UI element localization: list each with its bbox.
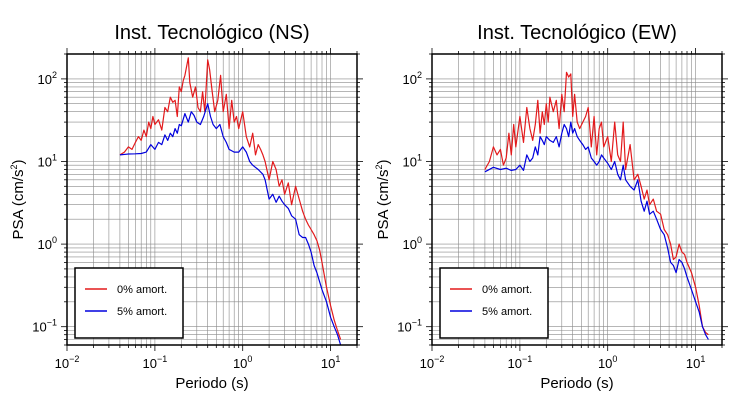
legend-label: 5% amort. (482, 306, 532, 318)
tick-exponent: −1 (412, 318, 422, 328)
y-tick-label: 102 (38, 70, 57, 87)
y-label-main: PSA (cm/s (375, 170, 392, 240)
series-line-red (119, 57, 342, 340)
y-tick-label: 100 (38, 235, 57, 252)
tick-base: 10 (32, 320, 46, 335)
series-line-red (484, 71, 709, 336)
tick-exponent: −2 (434, 354, 444, 364)
tick-exponent: 1 (335, 354, 340, 364)
tick-exponent: −1 (157, 354, 167, 364)
series-line-blue (484, 121, 709, 340)
tick-base: 10 (508, 356, 522, 371)
tick-exponent: 1 (700, 354, 705, 364)
plot-frame (66, 53, 358, 346)
chart-panel-2: Inst. Tecnológico (EW)10−2 10−1 100 10110−1… (374, 22, 728, 392)
tick-base: 10 (38, 237, 52, 252)
x-tick-label: 100 (598, 354, 617, 371)
x-tick-label: 10−1 (143, 354, 168, 371)
legend-label: 5% amort. (117, 306, 167, 318)
y-tick-label: 10−1 (397, 318, 422, 335)
tick-base: 10 (38, 155, 52, 170)
y-label-end: ) (375, 159, 392, 164)
tick-exponent: 0 (417, 235, 422, 245)
y-axis-label: PSA (cm/s2) (9, 159, 27, 239)
x-tick-label: 101 (686, 354, 705, 371)
tick-base: 10 (321, 356, 335, 371)
y-tick-label: 101 (38, 153, 57, 170)
tick-exponent: 2 (52, 70, 57, 80)
legend-label: 0% amort. (482, 284, 532, 296)
tick-base: 10 (143, 356, 157, 371)
tick-base: 10 (403, 72, 417, 87)
tick-exponent: 0 (612, 354, 617, 364)
tick-exponent: −1 (47, 318, 57, 328)
chart-title: Inst. Tecnológico (EW) (477, 22, 677, 44)
tick-base: 10 (397, 320, 411, 335)
tick-exponent: 1 (417, 153, 422, 163)
tick-base: 10 (55, 356, 69, 371)
x-axis-label: Periodo (s) (540, 375, 613, 392)
tick-exponent: 0 (247, 354, 252, 364)
tick-exponent: 2 (417, 70, 422, 80)
legend: 0% amort. 5% amort. (74, 267, 184, 339)
tick-base: 10 (420, 356, 434, 371)
tick-exponent: 0 (52, 235, 57, 245)
tick-exponent: 1 (52, 153, 57, 163)
chart-panel-1: Inst. Tecnológico (NS)10−2 10−1 100 10110−1… (9, 22, 363, 392)
y-label-main: PSA (cm/s (10, 170, 27, 240)
y-label-superscript: 2 (374, 164, 384, 169)
tick-base: 10 (403, 237, 417, 252)
y-label-superscript: 2 (9, 164, 19, 169)
y-tick-label: 10−1 (32, 318, 57, 335)
tick-exponent: −2 (69, 354, 79, 364)
x-tick-label: 10−2 (420, 354, 445, 371)
y-tick-label: 100 (403, 235, 422, 252)
y-tick-label: 102 (403, 70, 422, 87)
legend-box (439, 267, 549, 339)
x-axis-label: Periodo (s) (175, 375, 248, 392)
tick-base: 10 (598, 356, 612, 371)
legend: 0% amort. 5% amort. (439, 267, 549, 339)
x-tick-label: 101 (321, 354, 340, 371)
x-tick-label: 100 (233, 354, 252, 371)
tick-base: 10 (38, 72, 52, 87)
tick-exponent: −1 (522, 354, 532, 364)
tick-base: 10 (403, 155, 417, 170)
y-axis-label: PSA (cm/s2) (374, 159, 392, 239)
series-line-blue (119, 103, 342, 346)
legend-label: 0% amort. (117, 284, 167, 296)
chart-title: Inst. Tecnológico (NS) (114, 22, 309, 44)
plot-frame (431, 53, 723, 346)
x-tick-label: 10−2 (55, 354, 80, 371)
tick-base: 10 (233, 356, 247, 371)
x-tick-label: 10−1 (508, 354, 533, 371)
y-label-end: ) (10, 159, 27, 164)
tick-base: 10 (686, 356, 700, 371)
legend-box (74, 267, 184, 339)
y-tick-label: 101 (403, 153, 422, 170)
